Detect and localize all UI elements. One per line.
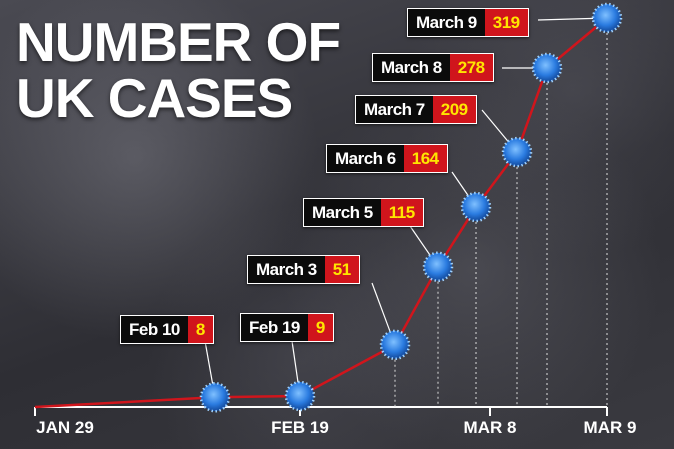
label-date: Feb 10 bbox=[121, 316, 188, 343]
label-value: 51 bbox=[324, 256, 359, 283]
data-label: March 5 115 bbox=[303, 198, 424, 227]
x-tick-label: FEB 19 bbox=[271, 418, 329, 437]
data-label: Feb 19 9 bbox=[240, 313, 334, 342]
label-value: 209 bbox=[432, 96, 476, 123]
label-date: March 5 bbox=[304, 199, 381, 226]
data-label: March 8 278 bbox=[372, 53, 494, 82]
label-value: 9 bbox=[307, 314, 333, 341]
lead-line bbox=[34, 395, 216, 409]
label-value: 278 bbox=[449, 54, 493, 81]
x-tick-label: MAR 8 bbox=[463, 418, 517, 437]
data-label: March 6 164 bbox=[326, 144, 448, 173]
label-date: Feb 19 bbox=[241, 314, 308, 341]
label-value: 115 bbox=[380, 199, 423, 226]
point bbox=[379, 329, 411, 361]
point bbox=[591, 2, 623, 34]
x-tick-label: MAR 9 bbox=[583, 418, 637, 437]
point bbox=[199, 381, 231, 413]
point bbox=[460, 191, 492, 223]
label-date: March 3 bbox=[248, 256, 325, 283]
label-value: 319 bbox=[484, 9, 528, 36]
data-label: March 3 51 bbox=[247, 255, 360, 284]
chart-title: NUMBER OF UK CASES bbox=[16, 11, 341, 129]
x-tick-label: JAN 29 bbox=[36, 418, 94, 437]
label-date: March 6 bbox=[327, 145, 404, 172]
point bbox=[531, 52, 563, 84]
label-date: March 9 bbox=[408, 9, 485, 36]
label-date: March 8 bbox=[373, 54, 450, 81]
point bbox=[501, 136, 533, 168]
point bbox=[284, 380, 316, 412]
data-label: March 7 209 bbox=[355, 95, 477, 124]
data-label: March 9 319 bbox=[407, 8, 529, 37]
data-label: Feb 10 8 bbox=[120, 315, 214, 344]
point bbox=[422, 251, 454, 283]
label-value: 8 bbox=[187, 316, 213, 343]
label-value: 164 bbox=[403, 145, 447, 172]
line bbox=[214, 17, 608, 399]
label-date: March 7 bbox=[356, 96, 433, 123]
